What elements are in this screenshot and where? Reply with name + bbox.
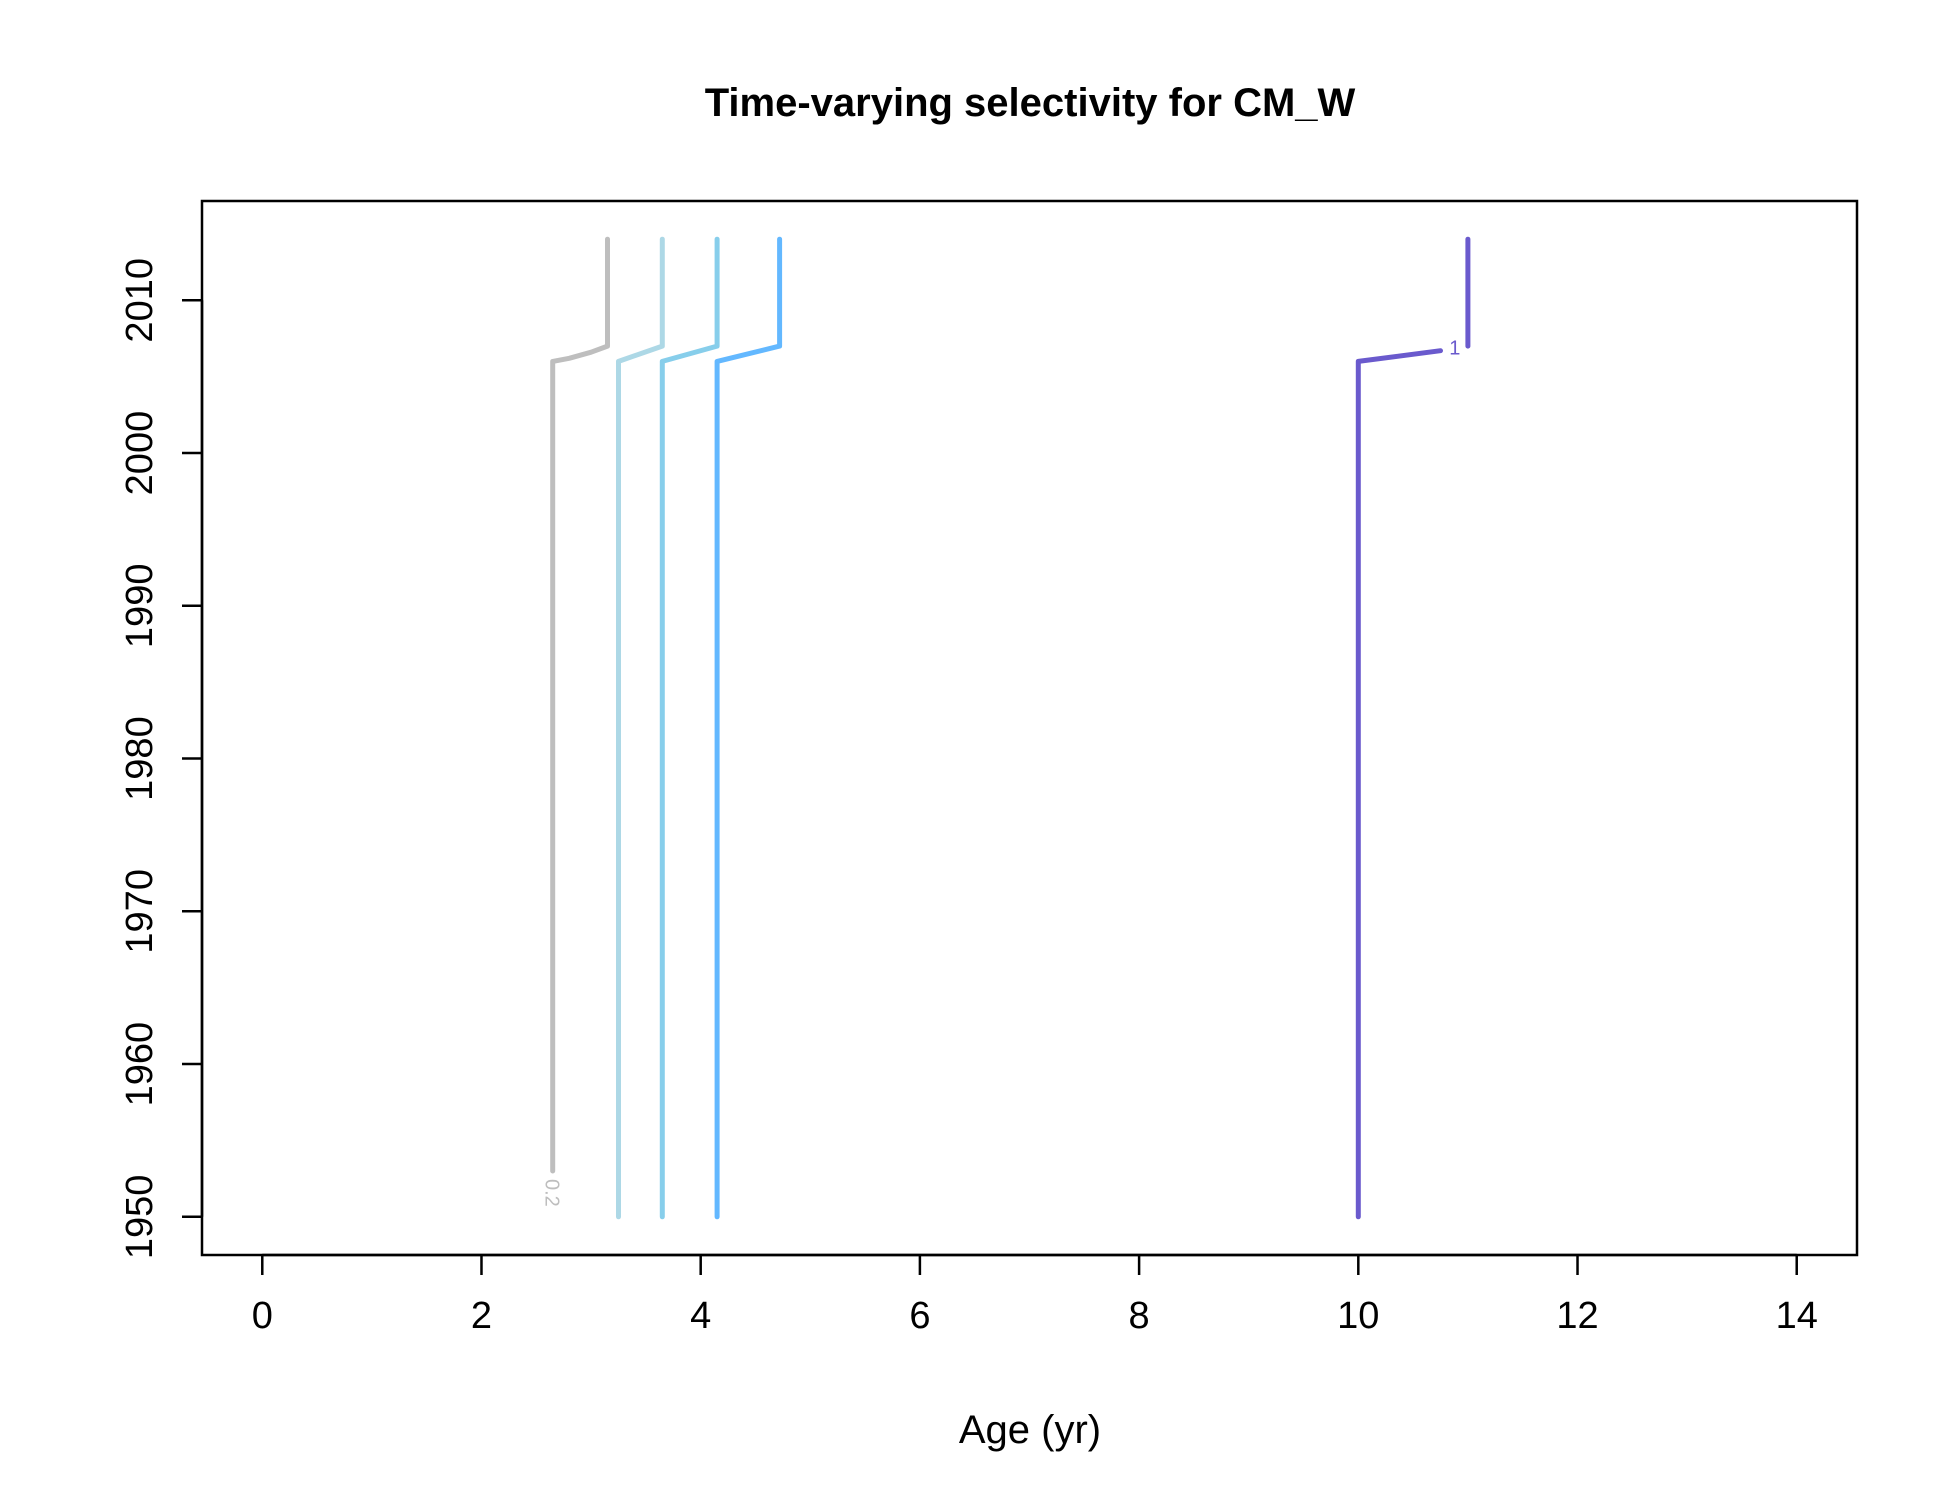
- x-axis: 0 2 4 6 8 10 12 14: [252, 1253, 1818, 1337]
- series-layer: 0.21: [541, 236, 1471, 1220]
- chart-title: Time-varying selectivity for CM_W: [705, 81, 1356, 125]
- contour-line: [616, 236, 665, 1220]
- y-tick-label: 1980: [119, 716, 161, 801]
- contour-label: 1: [1449, 337, 1460, 359]
- x-axis-label: Age (yr): [959, 1408, 1101, 1452]
- y-tick-label: 1950: [119, 1175, 161, 1260]
- y-tick-label: 1990: [119, 564, 161, 649]
- plot-area: [200, 199, 1859, 1257]
- y-axis: 1950 1960 1970 1980 1990 2000 2010: [119, 258, 204, 1260]
- contour-line: [659, 236, 720, 1220]
- y-tick-label: 1970: [119, 869, 161, 954]
- y-tick-label: 1960: [119, 1022, 161, 1107]
- x-tick-label: 2: [471, 1295, 492, 1337]
- x-tick-label: 0: [252, 1295, 273, 1337]
- contour-line: [714, 236, 783, 1220]
- y-tick-label: 2010: [119, 258, 161, 343]
- contour-label: 0.2: [541, 1179, 563, 1207]
- x-tick-label: 14: [1776, 1295, 1818, 1337]
- contour-line: [550, 236, 610, 1174]
- x-tick-label: 8: [1129, 1295, 1150, 1337]
- y-tick-label: 2000: [119, 411, 161, 496]
- contour-line: [1355, 348, 1443, 1220]
- x-tick-label: 4: [690, 1295, 711, 1337]
- x-tick-label: 6: [909, 1295, 930, 1337]
- x-tick-label: 10: [1337, 1295, 1379, 1337]
- x-tick-label: 12: [1556, 1295, 1598, 1337]
